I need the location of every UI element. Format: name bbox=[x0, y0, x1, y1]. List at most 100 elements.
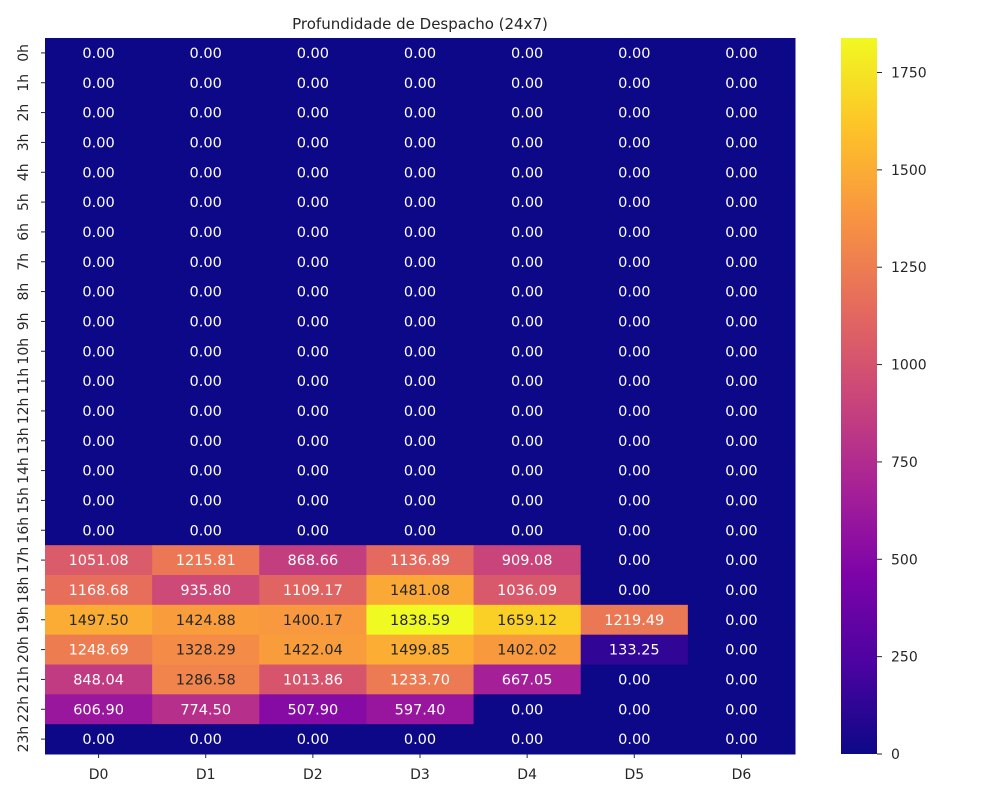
heatmap-cell-value: 0.00 bbox=[82, 225, 114, 241]
x-tick-label: D1 bbox=[196, 767, 216, 783]
heatmap-cell-value: 1659.12 bbox=[497, 613, 557, 629]
heatmap-cell-13h-D4 bbox=[473, 425, 582, 457]
heatmap-cell-9h-D4 bbox=[473, 306, 582, 337]
heatmap-cell-value: 0.00 bbox=[297, 76, 329, 92]
heatmap-cell-value: 0.00 bbox=[190, 434, 222, 450]
heatmap-cell-7h-D1 bbox=[152, 246, 260, 278]
heatmap-cell-10h-D0 bbox=[45, 336, 153, 367]
heatmap-cell-value: 848.04 bbox=[73, 672, 124, 688]
heatmap-cell-value: 1168.68 bbox=[69, 583, 129, 599]
heatmap-cell-value: 0.00 bbox=[511, 523, 543, 539]
heatmap-cell-2h-D1 bbox=[152, 97, 260, 128]
heatmap-cell-14h-D4 bbox=[473, 455, 582, 486]
heatmap-cell-value: 0.00 bbox=[618, 165, 650, 181]
x-axis: D0 D1 D2 D3 D4 D5 D6 bbox=[89, 754, 751, 783]
heatmap-cell-value: 0.00 bbox=[82, 46, 114, 62]
colorbar-tick-label: 1500 bbox=[891, 163, 927, 179]
heatmap-cell-22h-D6 bbox=[687, 694, 796, 725]
heatmap-cell-22h-D0 bbox=[45, 694, 153, 725]
heatmap-cell-2h-D0 bbox=[45, 97, 153, 128]
heatmap-cell-value: 597.40 bbox=[395, 702, 446, 718]
heatmap-cell-21h-D1 bbox=[152, 664, 260, 695]
heatmap-cell-11h-D6 bbox=[687, 366, 796, 397]
heatmap-cell-value: 0.00 bbox=[404, 255, 436, 271]
heatmap-cell-7h-D5 bbox=[580, 246, 689, 278]
heatmap-cell-value: 0.00 bbox=[511, 702, 543, 718]
y-tick-label: 7h bbox=[16, 253, 32, 271]
heatmap-cell-2h-D5 bbox=[580, 97, 689, 128]
y-tick-label: 13h bbox=[16, 427, 32, 454]
heatmap-cell-value: 0.00 bbox=[190, 106, 222, 122]
heatmap-cell-value: 0.00 bbox=[725, 106, 757, 122]
heatmap-cell-value: 1422.04 bbox=[283, 643, 343, 659]
heatmap-cell-value: 0.00 bbox=[297, 374, 329, 390]
heatmap-cell-value: 0.00 bbox=[725, 46, 757, 62]
heatmap-cell-value: 0.00 bbox=[511, 195, 543, 211]
heatmap-cell-4h-D6 bbox=[687, 157, 796, 188]
heatmap-cell-16h-D1 bbox=[152, 515, 260, 546]
heatmap-cell-20h-D5 bbox=[580, 634, 689, 665]
heatmap-cell-value: 1424.88 bbox=[176, 613, 236, 629]
heatmap-cell-11h-D5 bbox=[580, 366, 689, 397]
heatmap-cell-value: 0.00 bbox=[297, 46, 329, 62]
heatmap-cell-19h-D2 bbox=[259, 604, 367, 636]
heatmap-cell-value: 0.00 bbox=[190, 76, 222, 92]
heatmap-cell-value: 0.00 bbox=[404, 225, 436, 241]
heatmap-cell-10h-D6 bbox=[687, 336, 796, 367]
heatmap-cell-value: 0.00 bbox=[82, 374, 114, 390]
heatmap-cell-22h-D5 bbox=[580, 694, 689, 725]
heatmap-cell-value: 1499.85 bbox=[390, 643, 450, 659]
heatmap-cell-0h-D2 bbox=[259, 38, 367, 69]
heatmap-cell-value: 0.00 bbox=[297, 314, 329, 330]
heatmap-cell-14h-D3 bbox=[366, 455, 475, 486]
heatmap-cell-12h-D6 bbox=[687, 396, 796, 427]
heatmap-cell-19h-D3 bbox=[366, 604, 475, 636]
heatmap-cell-value: 0.00 bbox=[190, 285, 222, 301]
heatmap-cell-8h-D0 bbox=[45, 276, 153, 307]
heatmap-cell-value: 0.00 bbox=[725, 464, 757, 480]
heatmap-cell-6h-D1 bbox=[152, 217, 260, 248]
colorbar: 0 250 500 750 1000 1250 1500 1750 bbox=[841, 38, 927, 763]
heatmap-cell-value: 0.00 bbox=[297, 135, 329, 151]
heatmap-cell-19h-D0 bbox=[45, 604, 153, 636]
heatmap-cell-value: 0.00 bbox=[618, 106, 650, 122]
heatmap-cell-value: 0.00 bbox=[618, 583, 650, 599]
heatmap-cell-value: 0.00 bbox=[618, 135, 650, 151]
y-tick-label: 20h bbox=[16, 636, 32, 663]
heatmap-cell-1h-D2 bbox=[259, 67, 367, 99]
heatmap-cell-19h-D5 bbox=[580, 604, 689, 636]
heatmap-cell-1h-D1 bbox=[152, 67, 260, 99]
heatmap-cell-value: 1219.49 bbox=[604, 613, 664, 629]
heatmap-cell-14h-D5 bbox=[580, 455, 689, 486]
colorbar-tick-label: 500 bbox=[891, 552, 918, 568]
heatmap-cell-value: 0.00 bbox=[297, 255, 329, 271]
heatmap-cell-value: 1497.50 bbox=[69, 613, 129, 629]
heatmap-cell-4h-D0 bbox=[45, 157, 153, 188]
heatmap-cell-value: 0.00 bbox=[297, 434, 329, 450]
colorbar-tick-label: 1750 bbox=[891, 65, 927, 81]
heatmap-cell-0h-D0 bbox=[45, 38, 153, 69]
y-tick-label: 22h bbox=[16, 696, 32, 723]
colorbar-tick-label: 250 bbox=[891, 650, 918, 666]
heatmap-cell-16h-D5 bbox=[580, 515, 689, 546]
heatmap-cell-22h-D1 bbox=[152, 694, 260, 725]
heatmap-cell-value: 0.00 bbox=[297, 523, 329, 539]
y-tick-label: 21h bbox=[16, 666, 32, 693]
heatmap-cell-value: 0.00 bbox=[618, 195, 650, 211]
heatmap-cell-value: 0.00 bbox=[190, 493, 222, 509]
heatmap-cell-value: 1400.17 bbox=[283, 613, 343, 629]
heatmap-cell-9h-D1 bbox=[152, 306, 260, 337]
heatmap-cell-5h-D1 bbox=[152, 187, 260, 218]
y-tick-label: 9h bbox=[16, 313, 32, 331]
heatmap-cell-value: 507.90 bbox=[287, 702, 338, 718]
heatmap-cell-11h-D0 bbox=[45, 366, 153, 397]
heatmap-cell-value: 0.00 bbox=[725, 613, 757, 629]
heatmap-cell-17h-D5 bbox=[580, 545, 689, 576]
heatmap-cell-4h-D4 bbox=[473, 157, 582, 188]
heatmap-cell-15h-D4 bbox=[473, 485, 582, 516]
heatmap-cell-value: 0.00 bbox=[725, 404, 757, 420]
heatmap-cell-value: 0.00 bbox=[725, 344, 757, 360]
heatmap-cell-value: 0.00 bbox=[511, 732, 543, 748]
heatmap-cell-value: 1481.08 bbox=[390, 583, 450, 599]
heatmap-cell-value: 0.00 bbox=[618, 344, 650, 360]
